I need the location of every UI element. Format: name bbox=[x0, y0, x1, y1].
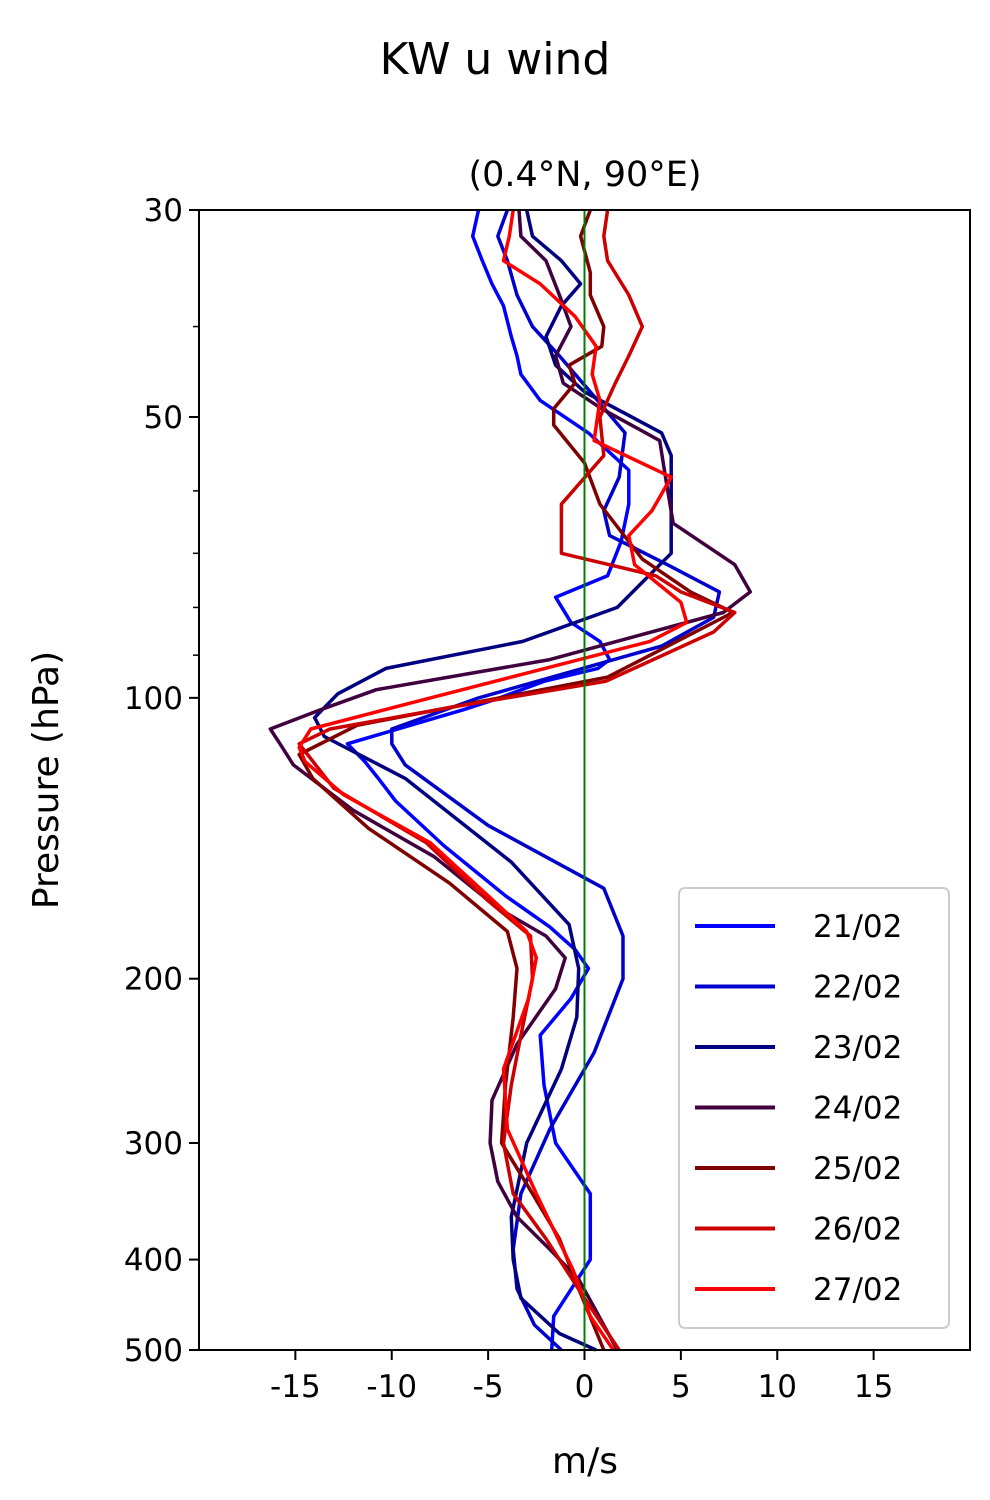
x-tick-label: 10 bbox=[758, 1369, 797, 1405]
legend-box bbox=[678, 887, 950, 1329]
legend: 21/02 22/02 23/02 24/02 25/02 26/02 27/02 bbox=[678, 887, 950, 1329]
x-tick-label: 5 bbox=[671, 1369, 691, 1405]
x-tick-label: 0 bbox=[575, 1369, 595, 1405]
x-tick-label: -10 bbox=[366, 1369, 417, 1405]
series-line-2 bbox=[390, 209, 722, 1352]
y-tick-label: 50 bbox=[144, 400, 183, 436]
y-tick-label: 300 bbox=[124, 1126, 183, 1162]
legend-label: 22/02 bbox=[813, 970, 902, 1006]
legend-label: 27/02 bbox=[813, 1272, 902, 1308]
plot-lines bbox=[268, 209, 753, 1352]
y-tick-label: 500 bbox=[124, 1333, 183, 1369]
x-tick-label: 15 bbox=[854, 1369, 893, 1405]
y-axis-label: Pressure (hPa) bbox=[26, 651, 67, 909]
y-tick-label: 30 bbox=[144, 193, 183, 229]
x-axis-label: m/s bbox=[552, 1441, 618, 1482]
series-line-4 bbox=[268, 209, 753, 1351]
y-tick-label: 400 bbox=[124, 1243, 183, 1279]
y-tick-label: 200 bbox=[124, 962, 183, 998]
y-tick-label: 100 bbox=[124, 681, 183, 717]
series-line-1 bbox=[345, 209, 631, 1351]
legend-label: 21/02 bbox=[813, 909, 902, 945]
legend-label: 26/02 bbox=[813, 1212, 902, 1248]
series-line-3 bbox=[312, 209, 673, 1352]
legend-label: 24/02 bbox=[813, 1091, 902, 1127]
legend-label: 25/02 bbox=[813, 1151, 902, 1187]
series-line-5 bbox=[297, 209, 735, 1351]
series-line-6 bbox=[297, 209, 737, 1351]
x-tick-label: -15 bbox=[270, 1369, 321, 1405]
legend-label: 23/02 bbox=[813, 1030, 902, 1066]
chart-subtitle: (0.4°N, 90°E) bbox=[468, 155, 701, 195]
y-axis: 30 50 100 200 300 400 500 bbox=[124, 193, 199, 1369]
chart-title: KW u wind bbox=[380, 34, 611, 85]
x-tick-label: -5 bbox=[473, 1369, 504, 1405]
x-axis: -15 -10 -5 0 5 10 15 bbox=[270, 1350, 893, 1405]
series-line-7 bbox=[297, 209, 689, 1351]
